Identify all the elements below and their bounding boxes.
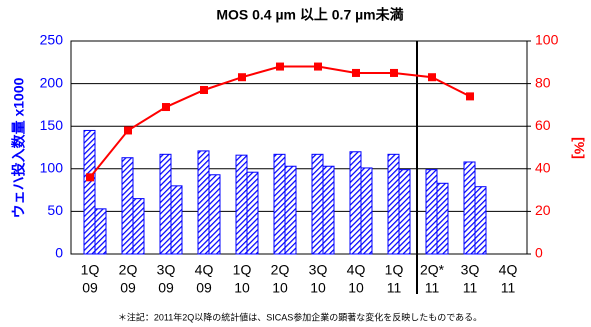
plot-frame: [70, 40, 528, 255]
x-tick-label: 2Q*: [420, 262, 445, 278]
x-tick-label: 11: [387, 280, 402, 296]
bar: [121, 157, 134, 255]
x-tick-label: 09: [158, 280, 174, 296]
x-tick-label: 2Q: [119, 262, 138, 278]
bar: [208, 174, 221, 255]
x-tick-label: 09: [82, 280, 98, 296]
x-tick-label: 3Q: [157, 262, 176, 278]
marker: [162, 103, 170, 112]
y2-tick-label: 40: [535, 160, 551, 176]
marker: [238, 73, 246, 82]
bar: [273, 153, 286, 255]
y-axis-label: ウェハ投入数量 x1000: [11, 77, 27, 218]
x-tick-label: 10: [310, 280, 326, 296]
bar: [311, 153, 324, 255]
marker: [86, 173, 94, 182]
x-tick-label: 4Q: [347, 262, 366, 278]
y2-tick-label: 0: [535, 245, 543, 261]
x-tick-label: 3Q: [309, 262, 328, 278]
y2-tick-label: 100: [535, 32, 559, 48]
bar: [349, 151, 362, 255]
y-tick-label: 100: [40, 160, 64, 176]
x-tick-label: 10: [348, 280, 364, 296]
x-tick-label: 09: [196, 280, 212, 296]
x-tick-label: 09: [120, 280, 136, 296]
x-tick-label: 11: [425, 280, 440, 296]
y2-axis-label: [%]: [571, 137, 587, 159]
x-tick-label: 1Q: [233, 262, 252, 278]
x-tick-label: 3Q: [461, 262, 480, 278]
x-tick-label: 4Q: [499, 262, 518, 278]
x-tick-label: 10: [272, 280, 288, 296]
x-tick-label: 11: [463, 280, 478, 296]
bar: [398, 169, 411, 255]
marker: [352, 68, 360, 77]
marker: [314, 62, 322, 71]
y2-tick-label: 80: [535, 74, 551, 90]
bar: [436, 182, 449, 255]
bar: [425, 169, 438, 255]
y-tick-label: 200: [40, 74, 64, 90]
x-tick-label: 11: [501, 280, 516, 296]
x-tick-label: 2Q: [271, 262, 290, 278]
marker: [200, 85, 208, 94]
bar: [132, 198, 145, 255]
bar: [159, 153, 172, 255]
y2-tick-label: 60: [535, 117, 551, 133]
marker: [390, 68, 398, 77]
x-tick-label: 10: [234, 280, 250, 296]
marker: [466, 92, 474, 101]
marker: [428, 73, 436, 82]
y-tick-label: 0: [55, 245, 63, 261]
y2-tick-label: 20: [535, 202, 551, 218]
bar: [94, 208, 107, 255]
bar: [463, 161, 476, 255]
marker: [124, 126, 132, 135]
bar: [474, 186, 487, 255]
bar: [322, 165, 335, 255]
y-tick-label: 50: [47, 202, 63, 218]
footnote: ＊注記：2011年2Q以降の統計値は、SICAS参加企業の顕著な変化を反映したも…: [118, 311, 482, 322]
marker: [276, 62, 284, 71]
bar: [387, 153, 400, 255]
bar: [246, 171, 259, 255]
y-tick-label: 250: [40, 32, 64, 48]
chart-title: MOS 0.4 µm 以上 0.7 µm未満: [216, 7, 403, 23]
x-tick-label: 4Q: [195, 262, 214, 278]
bar: [83, 129, 96, 255]
x-tick-label: 1Q: [385, 262, 404, 278]
x-tick-label: 1Q: [81, 262, 100, 278]
bar: [197, 150, 210, 255]
y-tick-label: 150: [40, 117, 64, 133]
bar: [170, 185, 183, 255]
bar: [284, 165, 297, 255]
bar: [360, 167, 373, 255]
bar: [235, 154, 248, 255]
